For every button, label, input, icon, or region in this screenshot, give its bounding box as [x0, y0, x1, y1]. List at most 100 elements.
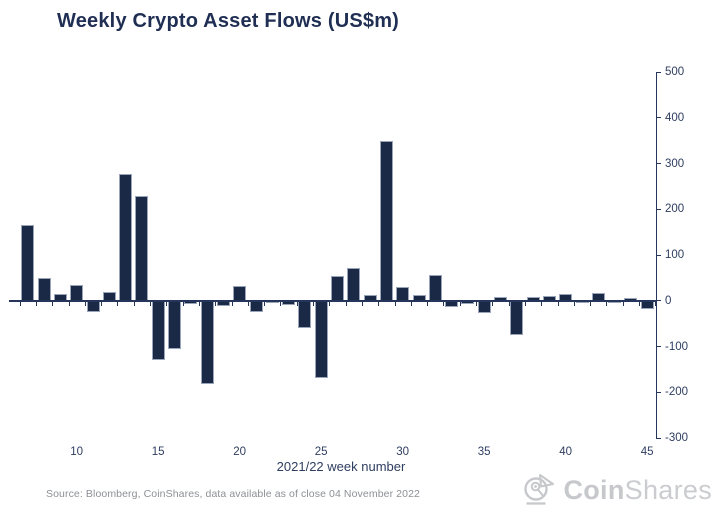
x-tick [345, 301, 347, 306]
x-tick [492, 301, 494, 306]
x-tick [231, 301, 233, 306]
bar-week-33 [445, 300, 459, 307]
x-tick [524, 301, 526, 306]
x-tick [313, 301, 315, 306]
x-tick [459, 301, 461, 306]
x-axis-baseline [9, 300, 657, 302]
bar-week-19 [216, 300, 230, 306]
x-axis-title: 2021/22 week number [276, 459, 406, 474]
y-tick [656, 71, 661, 73]
x-tick [639, 301, 641, 306]
x-tick [198, 301, 200, 306]
x-tick [101, 301, 103, 306]
x-tick [410, 301, 412, 306]
y-tick-label: -100 [665, 340, 689, 353]
bar-week-7 [21, 225, 35, 301]
bar-week-27 [347, 267, 361, 301]
x-tick [573, 301, 575, 306]
x-tick [117, 301, 119, 306]
x-tick [508, 301, 510, 306]
x-tick [443, 301, 445, 306]
y-tick [656, 346, 661, 348]
x-tick-label: 15 [151, 446, 165, 458]
bar-week-30 [396, 287, 410, 301]
x-tick [133, 301, 135, 306]
bar-week-8 [37, 277, 51, 301]
x-tick [215, 301, 217, 306]
bar-week-16 [168, 300, 181, 349]
y-tick [656, 163, 661, 165]
y-tick [656, 437, 661, 439]
coinshares-wordmark: CoinShares [563, 472, 712, 508]
y-tick [656, 208, 661, 210]
bar-week-24 [298, 300, 312, 328]
bar-week-32 [428, 275, 442, 301]
x-tick [541, 301, 543, 306]
bar-week-15 [151, 300, 165, 360]
x-tick [182, 301, 184, 306]
brand-light: Shares [624, 475, 712, 505]
x-tick [427, 301, 429, 306]
x-tick [296, 301, 298, 306]
x-tick [557, 301, 559, 306]
y-tick-label: 200 [665, 203, 685, 216]
y-tick [656, 254, 661, 256]
bar-week-26 [331, 275, 344, 301]
y-tick-label: 400 [665, 111, 685, 124]
bar-week-14 [135, 195, 149, 301]
bar-week-29 [379, 140, 393, 301]
source-note: Source: Bloomberg, CoinShares, data avai… [46, 488, 420, 500]
x-tick-label: 35 [477, 446, 491, 458]
x-tick [590, 301, 592, 306]
brand-bold: Coin [563, 475, 625, 505]
x-tick [19, 301, 21, 306]
bar-week-25 [314, 300, 328, 379]
y-tick-label: 100 [665, 249, 685, 261]
chart-title: Weekly Crypto Asset Flows (US$m) [57, 10, 400, 32]
x-tick [247, 301, 249, 306]
y-tick [656, 300, 661, 302]
bar-week-20 [233, 285, 247, 301]
y-tick-label: 300 [665, 157, 685, 170]
x-tick-label: 20 [233, 446, 247, 458]
x-tick [280, 301, 282, 306]
x-tick [84, 301, 86, 306]
x-tick-label: 30 [396, 446, 410, 458]
x-tick [150, 301, 152, 306]
coinshares-icon [524, 474, 555, 505]
x-tick [35, 301, 37, 306]
y-tick [656, 117, 661, 119]
y-tick-label: -200 [665, 386, 689, 399]
bar-week-37 [510, 300, 524, 336]
bar-week-11 [86, 300, 100, 313]
bar-week-45 [640, 300, 654, 309]
x-tick [52, 301, 54, 306]
bar-week-18 [200, 300, 214, 384]
y-tick-label: -300 [665, 432, 689, 444]
x-tick [655, 301, 657, 306]
x-tick [264, 301, 266, 306]
x-tick [622, 301, 624, 306]
x-tick [394, 301, 396, 306]
x-tick [606, 301, 608, 306]
x-tick-label: 10 [70, 446, 84, 458]
bar-week-13 [119, 174, 133, 301]
y-tick-label: 0 [665, 294, 672, 307]
x-tick [378, 301, 380, 306]
bar-week-35 [477, 300, 491, 314]
x-tick-label: 45 [640, 446, 654, 458]
y-tick [656, 391, 661, 393]
x-tick-label: 40 [559, 446, 573, 458]
coinshares-logo: CoinShares [521, 472, 712, 508]
x-tick-label: 25 [314, 446, 328, 458]
x-tick [361, 301, 363, 306]
x-tick [329, 301, 331, 306]
x-tick [68, 301, 70, 306]
y-tick-label: 500 [665, 66, 685, 78]
bar-week-10 [70, 285, 84, 301]
bar-week-21 [249, 300, 263, 312]
x-tick [166, 301, 168, 306]
x-tick [476, 301, 478, 306]
